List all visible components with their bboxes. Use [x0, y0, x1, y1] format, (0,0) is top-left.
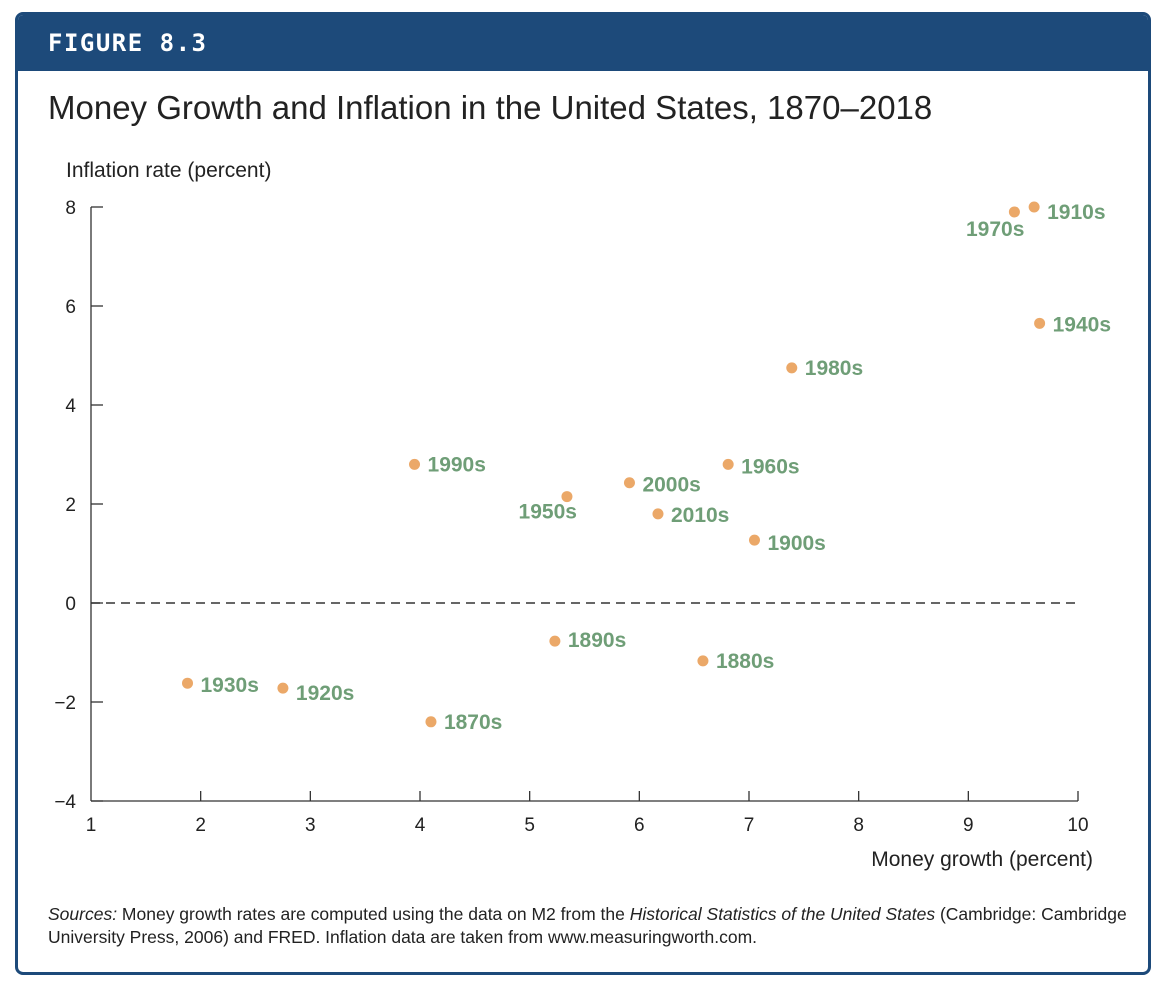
data-point — [425, 716, 437, 728]
data-point — [561, 491, 573, 503]
data-point — [652, 508, 664, 520]
data-point — [1034, 317, 1046, 329]
data-point — [182, 677, 194, 689]
y-tick-label: 8 — [65, 198, 76, 219]
data-point-label: 1950s — [519, 501, 577, 524]
data-point — [277, 682, 289, 694]
sources-text-2: (Cambridge: Cambridge University Press, … — [48, 904, 1127, 947]
x-tick-label: 4 — [415, 815, 426, 836]
figure-label: FIGURE 8.3 — [48, 29, 208, 57]
data-point-label: 1910s — [1047, 201, 1105, 224]
x-tick-label: 6 — [634, 815, 645, 836]
x-tick-label: 9 — [963, 815, 974, 836]
data-point-label: 1960s — [741, 455, 799, 478]
data-point — [786, 362, 798, 374]
data-point — [697, 655, 709, 667]
y-axis-label: Inflation rate (percent) — [66, 159, 271, 182]
x-tick-label: 3 — [305, 815, 316, 836]
data-point-label: 1930s — [201, 674, 259, 697]
data-point-label: 1920s — [296, 682, 354, 705]
data-point-label: 1970s — [966, 218, 1024, 241]
data-point-label: 2010s — [671, 504, 729, 527]
data-point — [722, 458, 734, 470]
data-point-label: 1890s — [568, 629, 626, 652]
data-point — [748, 534, 760, 546]
y-tick-label: 0 — [65, 594, 76, 615]
x-tick-label: 5 — [524, 815, 535, 836]
x-axis-label: Money growth (percent) — [871, 848, 1093, 871]
scatter-chart: Inflation rate (percent) 8 6 4 2 0 −2 −4 1 2 3 4 5 6 7… — [54, 159, 1111, 871]
data-point — [409, 458, 421, 470]
sources-label: Sources: — [48, 904, 118, 924]
y-tick-label: 2 — [65, 495, 76, 516]
y-tick-label: −2 — [54, 693, 76, 714]
y-tick-label: −4 — [54, 792, 76, 813]
x-tick-label: 10 — [1067, 815, 1088, 836]
data-point — [623, 477, 635, 489]
sources-book-title: Historical Statistics of the United Stat… — [629, 904, 936, 924]
y-tick-label: 4 — [65, 396, 76, 417]
chart-title: Money Growth and Inflation in the United… — [48, 89, 933, 126]
data-point-label: 1880s — [716, 650, 774, 673]
data-point — [1028, 201, 1040, 213]
sources-text-1: Money growth rates are computed using th… — [117, 904, 630, 924]
data-point-label: 2000s — [642, 474, 700, 497]
data-point-label: 1980s — [805, 357, 863, 380]
figure-header-bar: FIGURE 8.3 — [18, 15, 1148, 71]
data-point-label: 1940s — [1053, 313, 1111, 336]
data-point-label: 1870s — [444, 711, 502, 734]
x-tick-label: 2 — [195, 815, 206, 836]
x-tick-label: 1 — [86, 815, 97, 836]
sources-note: Sources: Money growth rates are computed… — [48, 903, 1128, 949]
data-point — [549, 635, 561, 647]
x-tick-label: 8 — [853, 815, 864, 836]
x-tick-label: 7 — [744, 815, 755, 836]
data-point — [1008, 206, 1020, 218]
data-point-label: 1990s — [428, 453, 486, 476]
figure-frame: FIGURE 8.3 Money Growth and Inflation in… — [15, 12, 1151, 975]
data-point-label: 1900s — [767, 532, 825, 555]
y-tick-label: 6 — [65, 297, 76, 318]
